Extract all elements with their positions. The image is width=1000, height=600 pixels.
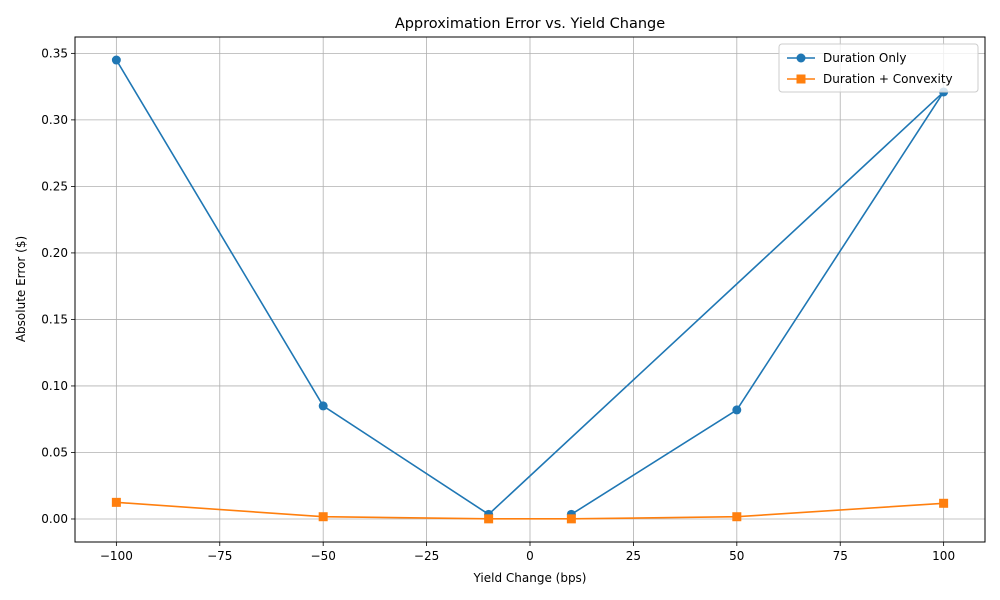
chart-title: Approximation Error vs. Yield Change <box>395 16 665 32</box>
data-point <box>732 405 742 415</box>
series-line <box>115 59 945 516</box>
grid <box>75 37 985 542</box>
y-axis-label: Absolute Error ($) <box>14 236 28 342</box>
legend-marker <box>796 74 806 84</box>
data-point <box>939 498 949 508</box>
legend-item: Duration + Convexity <box>787 72 953 86</box>
legend: Duration Only Duration + Convexity <box>778 43 979 93</box>
legend-item: Duration Only <box>787 51 906 65</box>
x-tick-label: 25 <box>626 549 641 563</box>
y-tick-label: 0.10 <box>41 379 68 393</box>
x-tick-label: 100 <box>932 549 955 563</box>
data-point <box>318 401 328 411</box>
x-tick-label: 75 <box>833 549 848 563</box>
y-tick-label: 0.30 <box>41 113 68 127</box>
y-tick-label: 0.00 <box>41 512 68 526</box>
legend-marker <box>796 53 806 63</box>
x-axis-label: Yield Change (bps) <box>473 571 587 585</box>
data-point <box>484 514 494 524</box>
y-tick-label: 0.05 <box>41 445 68 459</box>
data-point <box>111 497 121 507</box>
series-layer <box>111 55 949 524</box>
data-point <box>566 514 576 524</box>
y-tick-label: 0.35 <box>41 46 68 60</box>
x-tick-label: 50 <box>729 549 744 563</box>
x-tick-label: −75 <box>207 549 232 563</box>
legend-box <box>778 43 979 93</box>
series-duration-convexity <box>111 497 949 524</box>
data-point <box>111 55 121 65</box>
x-tick-label: −50 <box>311 549 336 563</box>
x-axis: −100 −75 −50 −25 0 25 50 75 100 <box>100 542 955 563</box>
legend-label: Duration Only <box>823 51 906 65</box>
y-tick-label: 0.15 <box>41 312 68 326</box>
y-tick-label: 0.25 <box>41 179 68 193</box>
legend-label: Duration + Convexity <box>823 72 953 86</box>
data-point <box>732 512 742 522</box>
y-axis: 0.00 0.05 0.10 0.15 0.20 0.25 0.30 0.35 <box>41 46 75 526</box>
data-point <box>318 512 328 522</box>
y-tick-label: 0.20 <box>41 246 68 260</box>
series-line <box>116 501 944 520</box>
x-tick-label: −100 <box>100 549 133 563</box>
x-tick-label: −25 <box>414 549 439 563</box>
x-tick-label: 0 <box>526 549 534 563</box>
